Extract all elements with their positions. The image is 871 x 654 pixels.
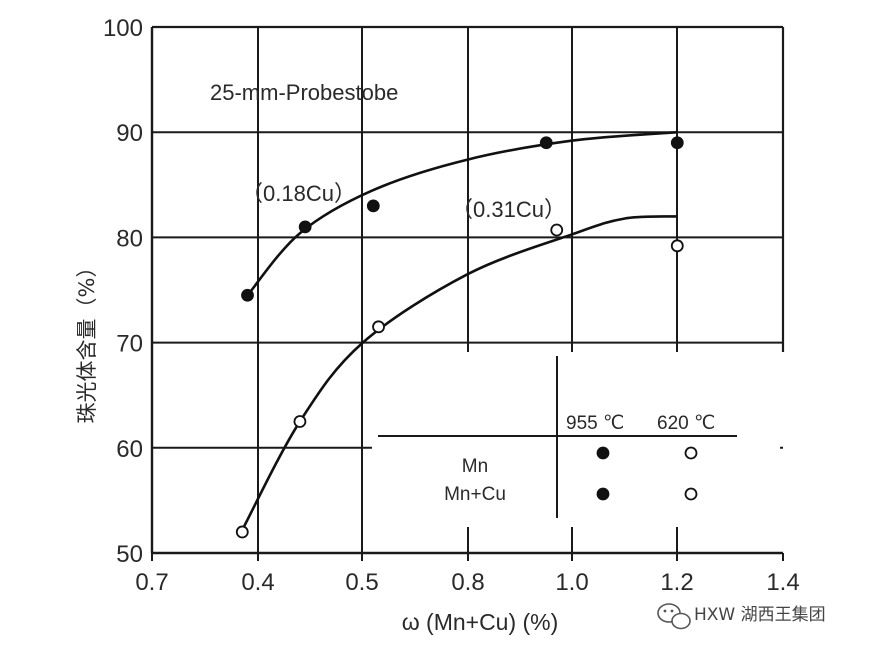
legend-background xyxy=(372,352,780,527)
x-tick-label: 0.7 xyxy=(135,569,168,596)
y-tick-label: 50 xyxy=(116,541,143,568)
data-points xyxy=(235,136,684,539)
legend-header-955: 955 ℃ xyxy=(566,413,624,434)
data-point-mn-4 xyxy=(539,136,553,150)
x-tick-label: 0.4 xyxy=(241,569,274,596)
trend-curves xyxy=(241,130,678,531)
trend-curve-mncu xyxy=(241,215,678,531)
legend-row-mn-label: Mn xyxy=(462,456,488,477)
data-point-mn-2 xyxy=(298,220,312,234)
trend-curve-mn xyxy=(246,130,678,297)
x-tick-label: 0.5 xyxy=(345,569,378,596)
y-tick-label: 60 xyxy=(116,436,143,463)
y-tick-label: 80 xyxy=(116,225,143,252)
chart-subtitle: 25-mm-Probestobe xyxy=(210,80,398,105)
legend-marker-mncu-620 xyxy=(684,487,698,501)
data-point-mncu-4 xyxy=(550,223,564,237)
legend-marker-mncu-955 xyxy=(596,487,610,501)
data-point-mn-3 xyxy=(366,199,380,213)
legend-marker-mn-620 xyxy=(684,446,698,460)
y-axis-label: 珠光体含量（%） xyxy=(75,257,99,424)
data-point-mn-1 xyxy=(241,288,254,302)
x-tick-label: 1.2 xyxy=(660,569,693,596)
y-tick-label: 90 xyxy=(116,120,143,147)
data-point-mncu-3 xyxy=(372,320,385,334)
y-tick-label: 70 xyxy=(116,331,143,358)
watermark-text: HXW 湖西王集团 xyxy=(694,605,826,625)
x-axis-label: ω (Mn+Cu) (%) xyxy=(402,609,559,635)
watermark: HXW 湖西王集团 xyxy=(657,603,826,630)
wechat-icon xyxy=(657,603,691,630)
y-tick-label: 100 xyxy=(103,15,143,42)
data-point-mn-5 xyxy=(670,136,684,150)
y-tick-labels: 50 60 70 80 90 100 xyxy=(103,15,143,568)
x-tick-label: 1.0 xyxy=(555,569,588,596)
legend-header-620: 620 ℃ xyxy=(657,413,715,434)
x-tick-labels: 0.7 0.4 0.5 0.8 1.0 1.2 1.4 xyxy=(135,553,800,596)
legend-marker-mn-955 xyxy=(596,446,610,460)
x-tick-label: 0.8 xyxy=(451,569,484,596)
x-tick-label: 1.4 xyxy=(766,569,799,596)
data-point-mncu-1 xyxy=(235,525,249,539)
annotation-mncu-series: （0.31Cu） xyxy=(451,197,566,222)
annotation-mn-series: （0.18Cu） xyxy=(241,181,356,206)
data-point-mncu-5 xyxy=(670,239,684,253)
legend-row-mncu-label: Mn+Cu xyxy=(444,484,506,505)
legend xyxy=(372,352,780,527)
data-point-mncu-2 xyxy=(293,415,307,428)
